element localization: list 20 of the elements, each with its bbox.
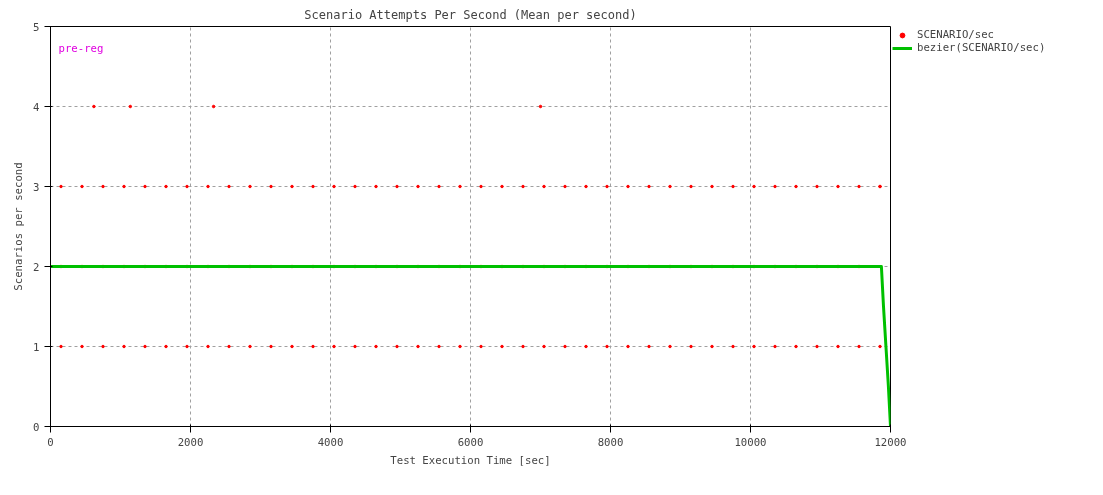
y-tick-label: 2 (33, 260, 40, 274)
legend-label: SCENARIO/sec (917, 28, 994, 41)
line-series (50, 265, 891, 427)
x-tick-label: 8000 (597, 435, 624, 449)
y-tick-label: 5 (33, 20, 40, 34)
chart-title: Scenario Attempts Per Second (Mean per second) (304, 7, 637, 22)
legend-label: bezier(SCENARIO/sec) (917, 41, 1046, 54)
x-tick-label: 2000 (177, 435, 204, 449)
annotation: pre-reg (58, 41, 104, 55)
y-tick-label: 1 (33, 340, 40, 354)
x-tick-label: 6000 (457, 435, 484, 449)
x-tick-label: 0 (47, 435, 54, 449)
x-tick-label: 10000 (734, 435, 767, 449)
y-tick-label: 3 (33, 180, 40, 194)
x-tick-label: 12000 (874, 435, 907, 449)
y-tick-label: 0 (33, 420, 40, 434)
x-axis-title: Test Execution Time [sec] (390, 453, 551, 467)
y-tick-label: 4 (33, 100, 40, 114)
y-axis-title: Scenarios per second (12, 162, 26, 291)
x-tick-label: 4000 (317, 435, 344, 449)
